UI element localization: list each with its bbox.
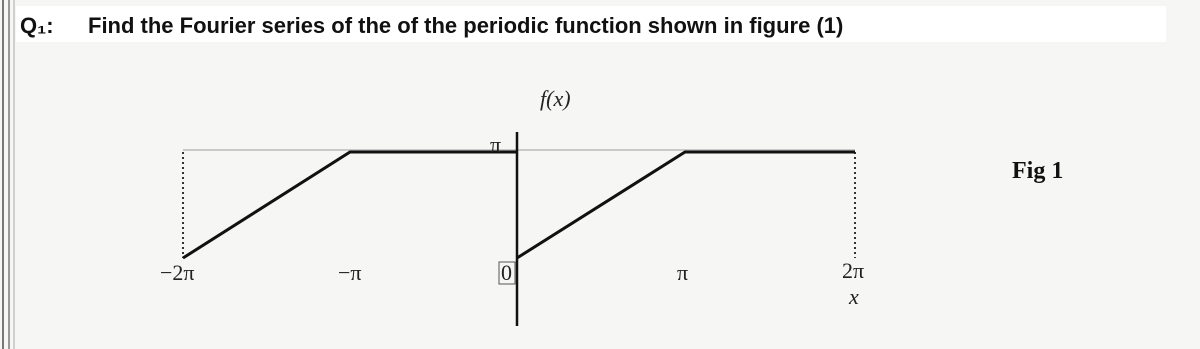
y-tick-label: π xyxy=(490,132,501,157)
question-label: Q₁: xyxy=(20,13,54,38)
function-curve xyxy=(182,150,517,260)
function-label: f(x) xyxy=(540,86,571,111)
question-text: Find the Fourier series of the of the pe… xyxy=(88,13,843,38)
x-axis-label: x xyxy=(848,284,859,309)
x-tick-label: 2π xyxy=(842,258,864,283)
question-box xyxy=(16,6,1166,42)
x-tick-label: π xyxy=(677,260,688,285)
origin-box xyxy=(498,261,516,285)
x-tick-label: −π xyxy=(338,260,362,285)
figure: f(x) π −2π −π 0 π 2π x Fig 1 xyxy=(160,86,1063,326)
function-curve xyxy=(516,150,855,260)
figure-caption: Fig 1 xyxy=(1012,158,1063,184)
x-tick-label: −2π xyxy=(160,260,195,285)
x-tick-label: 0 xyxy=(501,260,512,285)
